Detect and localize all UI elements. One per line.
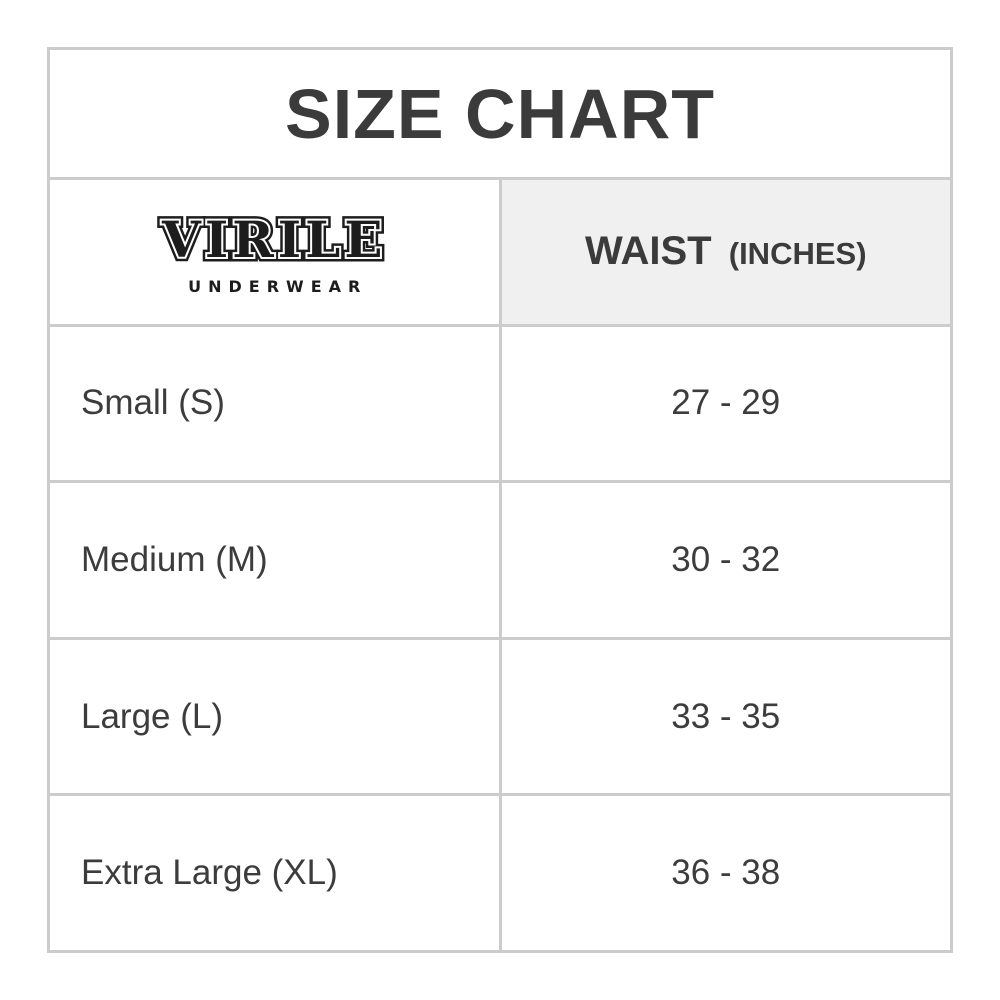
brand-subtitle: UNDERWEAR — [188, 276, 368, 296]
size-label-extra-large: Extra Large (XL) — [47, 793, 502, 953]
waist-header-label: WAIST — [584, 229, 712, 274]
brand-header-cell: VIRILE UNDERWEAR — [47, 177, 502, 327]
waist-header-unit: (INCHES) — [728, 236, 867, 272]
size-label-medium: Medium (M) — [47, 480, 502, 640]
waist-value-large: 33 - 35 — [498, 636, 953, 797]
size-label-small: Small (S) — [47, 323, 502, 484]
waist-header-cell: WAIST (INCHES) — [498, 177, 953, 327]
table-row-medium: Medium (M) 30 - 32 — [47, 480, 953, 640]
waist-value-extra-large: 36 - 38 — [498, 793, 953, 953]
brand-logo: VIRILE UNDERWEAR — [156, 208, 392, 296]
title-row: SIZE CHART — [47, 46, 953, 181]
table-row-large: Large (L) 33 - 35 — [47, 636, 953, 797]
header-row: VIRILE UNDERWEAR WAIST (INCHES) — [47, 177, 953, 327]
waist-value-medium: 30 - 32 — [498, 480, 953, 640]
page-title: SIZE CHART — [47, 46, 953, 181]
brand-name: VIRILE — [156, 208, 392, 269]
size-chart-table: SIZE CHART VIRILE UNDERWEAR WAIST (INCHE… — [47, 46, 953, 953]
table-row-extra-large: Extra Large (XL) 36 - 38 — [47, 793, 953, 953]
table-row-small: Small (S) 27 - 29 — [47, 323, 953, 484]
waist-value-small: 27 - 29 — [498, 323, 953, 484]
size-label-large: Large (L) — [47, 636, 502, 797]
